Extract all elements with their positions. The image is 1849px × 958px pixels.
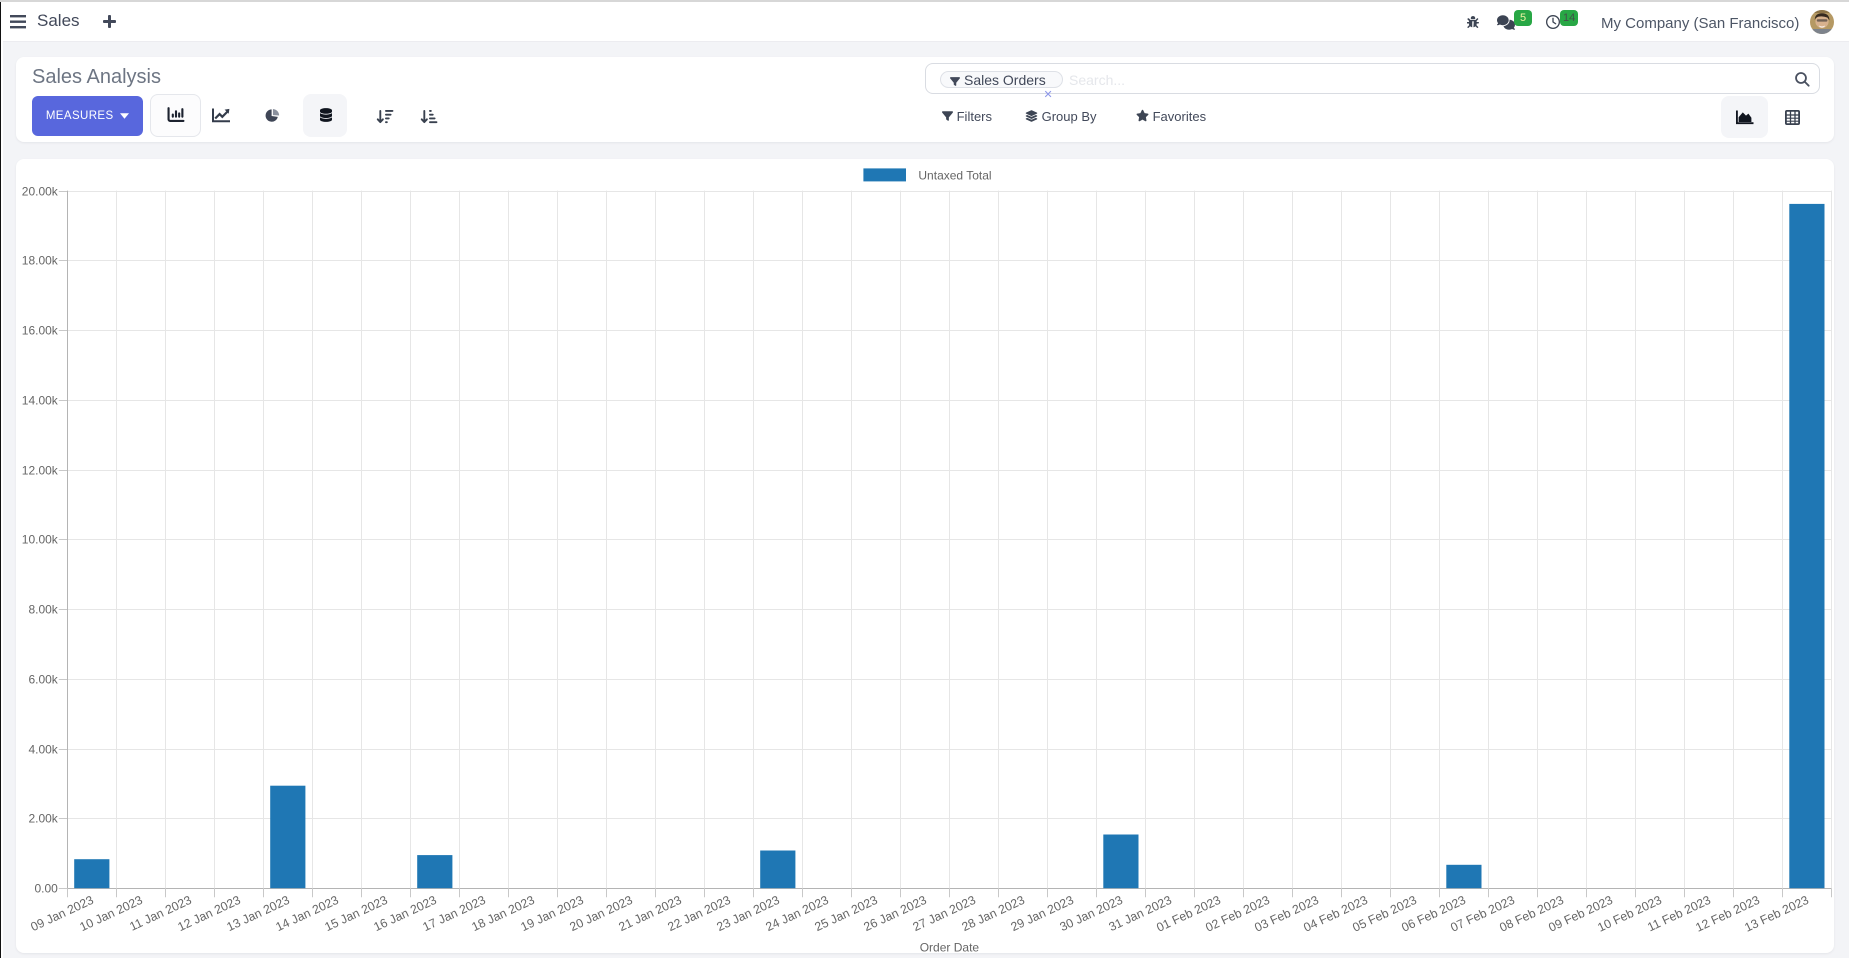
svg-text:6.00k: 6.00k bbox=[28, 673, 58, 687]
svg-text:14.00k: 14.00k bbox=[22, 394, 59, 408]
svg-text:8.00k: 8.00k bbox=[28, 603, 58, 617]
svg-text:Order Date: Order Date bbox=[920, 941, 980, 954]
svg-text:Untaxed Total: Untaxed Total bbox=[918, 169, 991, 183]
svg-text:20.00k: 20.00k bbox=[22, 185, 59, 199]
svg-text:10.00k: 10.00k bbox=[22, 533, 59, 547]
svg-text:18.00k: 18.00k bbox=[22, 254, 59, 268]
svg-text:16.00k: 16.00k bbox=[22, 324, 59, 338]
svg-text:4.00k: 4.00k bbox=[28, 743, 58, 757]
svg-text:12.00k: 12.00k bbox=[22, 464, 59, 478]
svg-text:0.00: 0.00 bbox=[34, 882, 58, 896]
svg-text:2.00k: 2.00k bbox=[28, 812, 58, 826]
